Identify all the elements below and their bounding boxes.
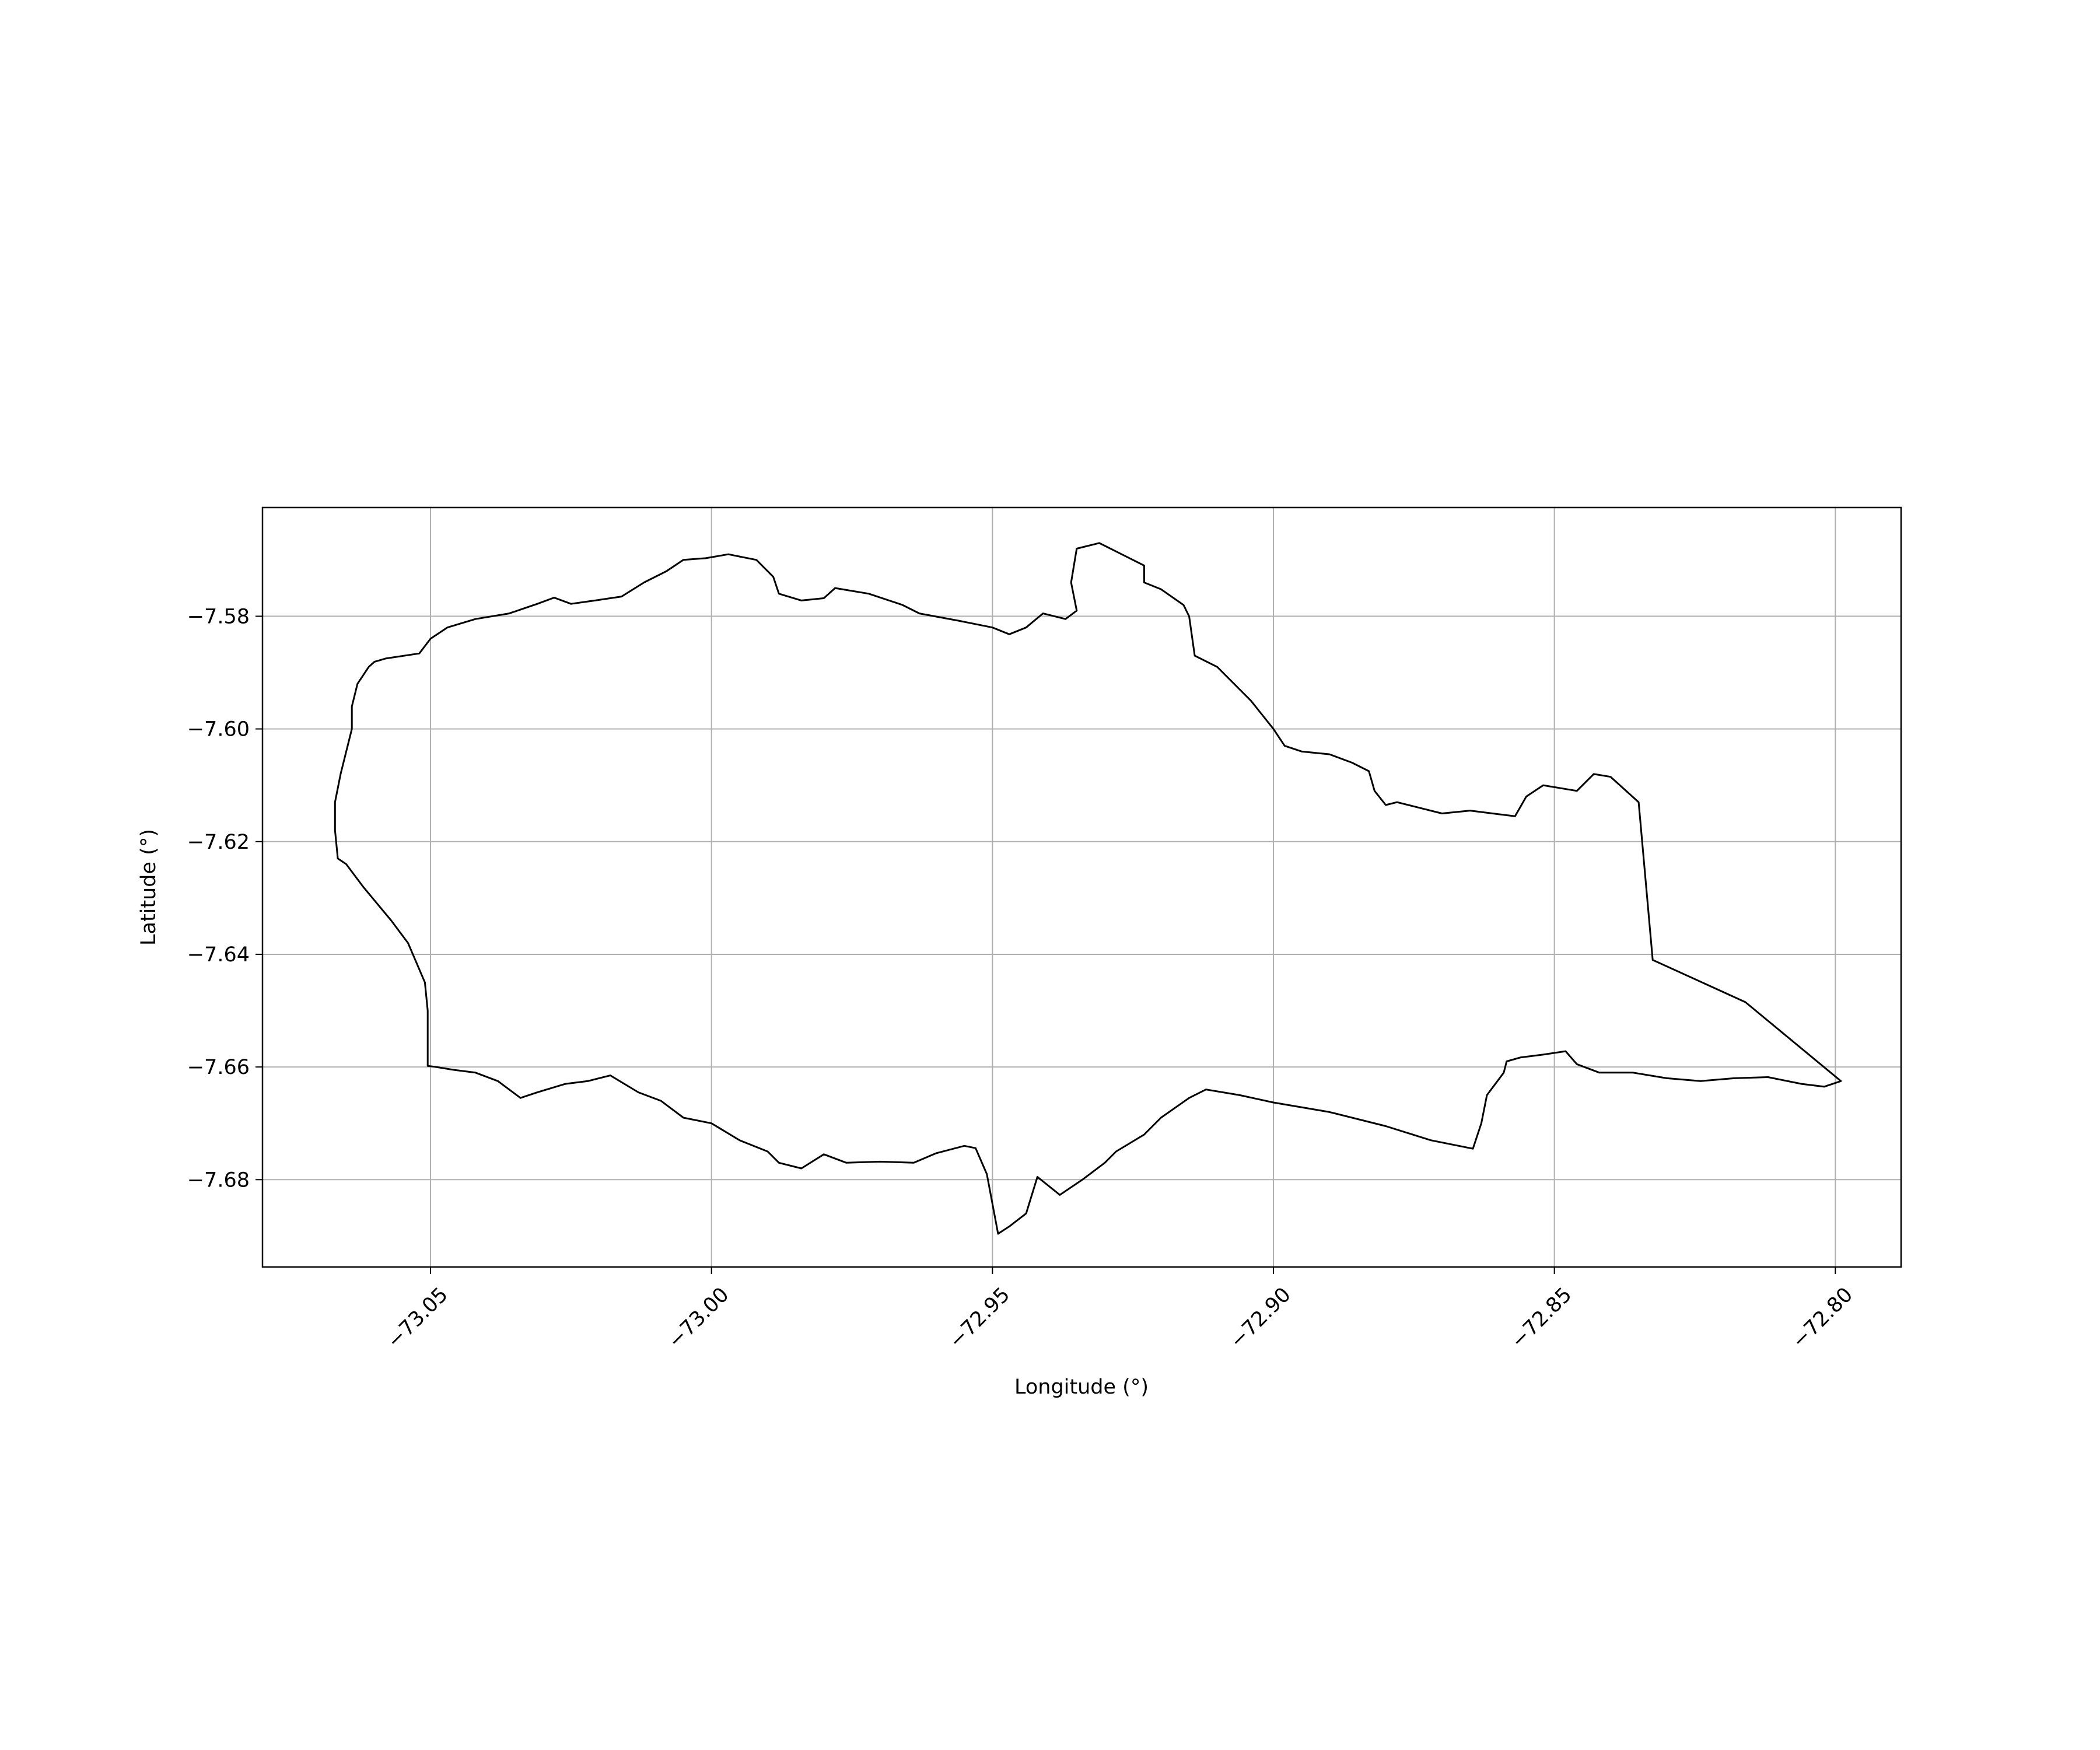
y-tick-label: −7.66 xyxy=(187,1056,250,1079)
y-tick-label: −7.58 xyxy=(187,605,250,628)
y-tick-label: −7.68 xyxy=(187,1168,250,1192)
y-tick-label: −7.64 xyxy=(187,943,250,967)
y-axis-ticks: −7.58 −7.60 −7.62 −7.64 −7.66 −7.68 xyxy=(187,605,262,1192)
y-tick-label: −7.60 xyxy=(187,718,250,741)
boundary-outline xyxy=(334,542,1842,1235)
axes-frame xyxy=(261,506,1902,1268)
gridlines xyxy=(262,508,1901,1267)
boundary-layer xyxy=(334,542,1842,1235)
y-axis-label: Latitude (°) xyxy=(137,829,160,946)
x-axis-label: Longitude (°) xyxy=(1014,1376,1149,1399)
y-tick-label: −7.62 xyxy=(187,831,250,854)
